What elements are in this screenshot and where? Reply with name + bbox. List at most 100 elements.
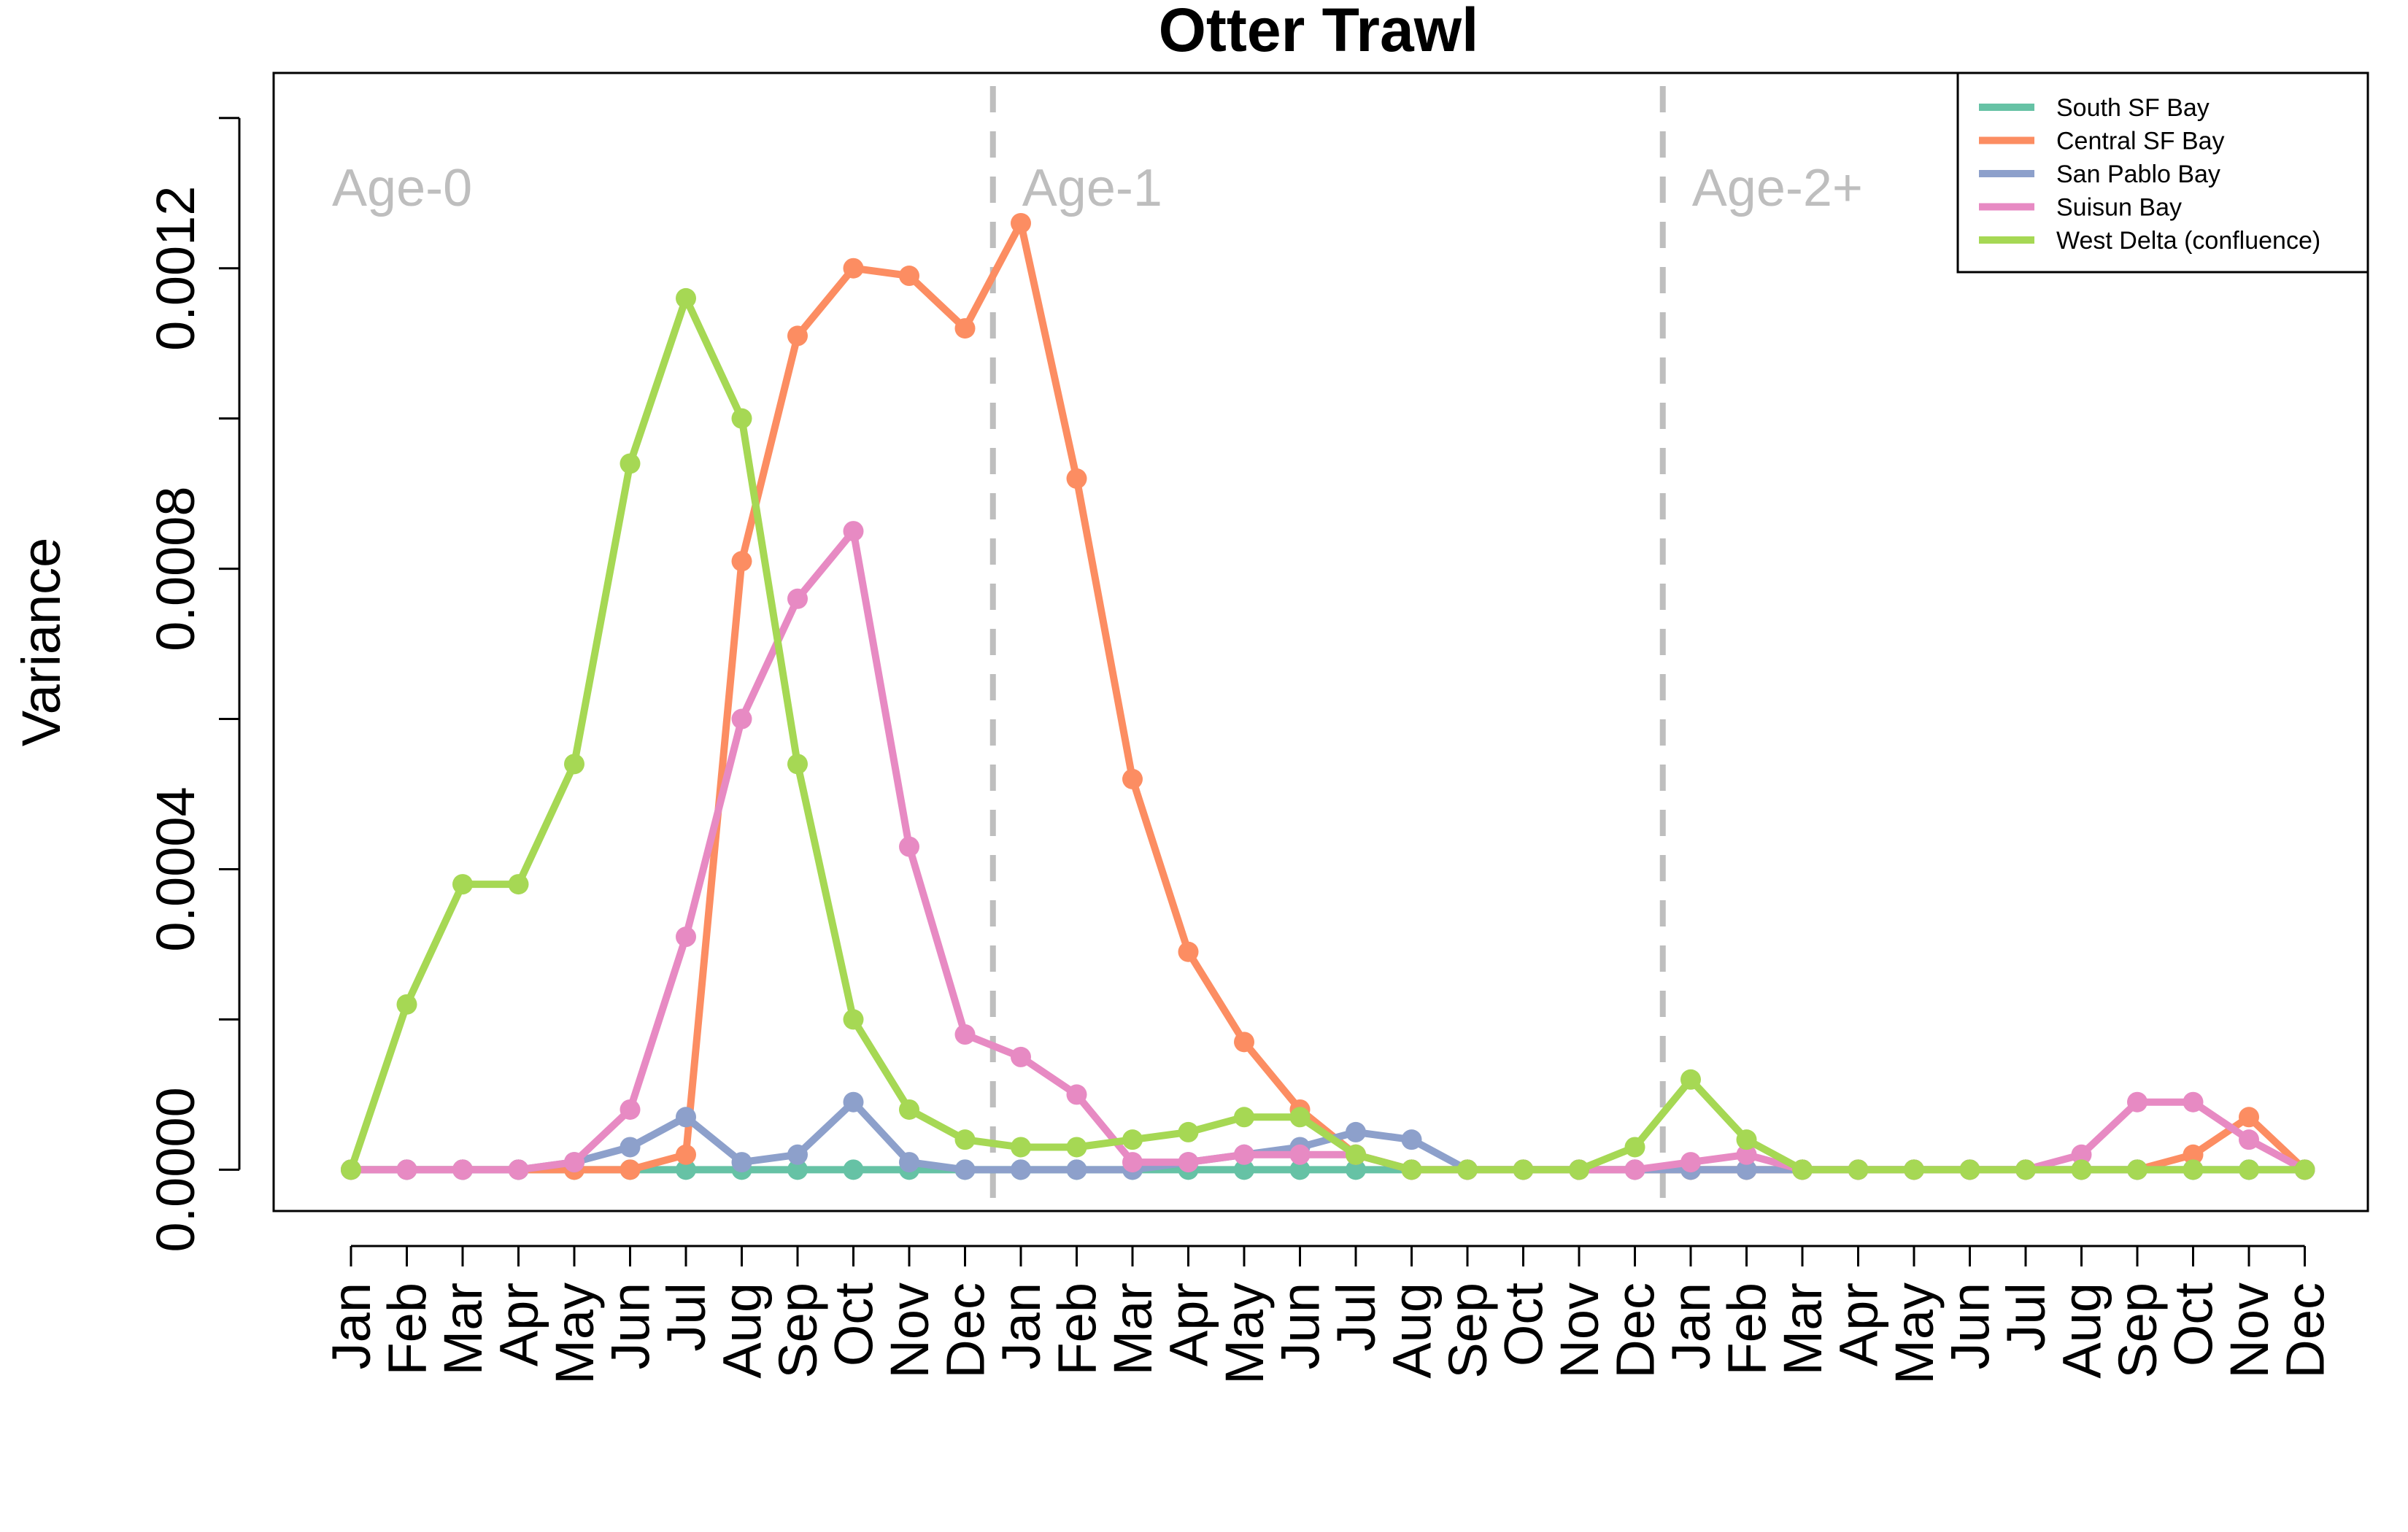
series-3-point-1 — [396, 1159, 417, 1180]
series-3-point-25 — [1736, 1144, 1757, 1165]
series-4-point-32 — [2127, 1159, 2147, 1180]
series-3-point-9 — [843, 521, 864, 542]
series-1-point-33 — [2183, 1144, 2204, 1165]
age-label-1: Age-1 — [1022, 159, 1162, 217]
series-3-point-2 — [452, 1159, 473, 1180]
series-4-point-23 — [1624, 1137, 1645, 1158]
series-3-point-24 — [1680, 1152, 1701, 1173]
series-3-point-8 — [787, 588, 808, 609]
series-0-point-9 — [843, 1159, 864, 1180]
series-3-point-23 — [1624, 1159, 1645, 1180]
x-tick-label-9: Oct — [824, 1283, 884, 1367]
age-label-2: Age-2+ — [1692, 159, 1863, 217]
series-4-point-8 — [787, 754, 808, 775]
series-4-point-28 — [1904, 1159, 1924, 1180]
y-tick-label-3: 0.0012 — [145, 186, 206, 351]
y-axis-title: Variance — [11, 538, 72, 747]
series-2-point-18 — [1346, 1121, 1366, 1142]
age-label-0: Age-0 — [332, 159, 472, 217]
series-4-point-19 — [1401, 1159, 1422, 1180]
legend-label-3: Suisun Bay — [2056, 194, 2182, 222]
series-4-point-18 — [1346, 1144, 1366, 1165]
x-tick-label-14: Mar — [1103, 1283, 1163, 1375]
x-tick-label-13: Feb — [1047, 1283, 1108, 1376]
series-2-point-11 — [954, 1159, 976, 1180]
series-0-point-16 — [1234, 1159, 1254, 1180]
series-3-point-14 — [1122, 1152, 1143, 1173]
x-tick-label-1: Feb — [377, 1283, 438, 1376]
x-tick-label-28: May — [1884, 1283, 1945, 1385]
series-3-point-7 — [731, 708, 752, 730]
x-tick-label-0: Jan — [321, 1283, 382, 1369]
x-tick-label-26: Mar — [1772, 1283, 1833, 1375]
series-3-point-6 — [676, 926, 696, 948]
series-4-point-21 — [1513, 1159, 1534, 1180]
x-tick-label-10: Nov — [879, 1283, 940, 1379]
series-4-point-25 — [1736, 1129, 1757, 1150]
series-2-point-19 — [1401, 1129, 1422, 1150]
series-4-point-27 — [1848, 1159, 1869, 1180]
chart-title: Otter Trawl — [1159, 0, 1479, 64]
x-tick-label-24: Jan — [1661, 1283, 1721, 1369]
series-3-point-31 — [2071, 1144, 2092, 1165]
series-3-point-15 — [1178, 1152, 1199, 1173]
series-2-point-5 — [620, 1137, 641, 1158]
series-4-point-24 — [1680, 1069, 1701, 1090]
series-3-point-12 — [1011, 1046, 1031, 1067]
x-tick-label-29: Jun — [1940, 1283, 2001, 1369]
x-tick-label-7: Aug — [712, 1283, 773, 1379]
series-4-point-22 — [1569, 1159, 1589, 1180]
series-3-point-5 — [620, 1099, 641, 1120]
series-line-3 — [347, 527, 2309, 1174]
x-tick-label-25: Feb — [1717, 1283, 1778, 1376]
series-2-point-25 — [1736, 1159, 1757, 1180]
series-4-point-20 — [1457, 1159, 1478, 1180]
x-tick-label-23: Dec — [1605, 1283, 1666, 1379]
age-labels: Age-0 Age-1 Age-2+ — [332, 159, 1863, 217]
x-tick-label-22: Nov — [1549, 1283, 1610, 1379]
x-tick-label-2: Mar — [433, 1283, 493, 1375]
series-3-point-4 — [564, 1152, 584, 1173]
series-2-point-7 — [731, 1152, 752, 1173]
legend-label-2: San Pablo Bay — [2056, 160, 2220, 188]
series-1-point-15 — [1178, 941, 1199, 962]
plot-frame — [272, 71, 2369, 1212]
y-tick-label-2: 0.0008 — [145, 486, 206, 651]
series-3-point-16 — [1234, 1144, 1254, 1165]
x-tick-label-33: Oct — [2164, 1283, 2224, 1367]
x-tick-label-17: Jun — [1270, 1283, 1331, 1369]
x-tick-label-18: Jul — [1326, 1283, 1386, 1352]
series-4-point-2 — [452, 874, 473, 895]
series-4-point-15 — [1178, 1121, 1199, 1142]
legend-label-4: West Delta (confluence) — [2056, 227, 2320, 255]
series-3-point-17 — [1289, 1144, 1311, 1165]
x-tick-label-19: Aug — [1382, 1283, 1443, 1379]
series-4 — [341, 287, 2315, 1180]
series-4-point-9 — [843, 1009, 864, 1030]
series-0-point-6 — [676, 1159, 696, 1180]
series-4-point-29 — [1959, 1159, 1980, 1180]
series-1-point-11 — [954, 318, 976, 339]
series-4-point-34 — [2239, 1159, 2259, 1180]
series-3-point-11 — [954, 1024, 976, 1045]
series-1-point-5 — [620, 1159, 641, 1180]
series-4-point-35 — [2294, 1159, 2315, 1180]
y-axis: 0.0000 0.0004 0.0008 0.0012 — [145, 117, 241, 1253]
series-4-point-10 — [899, 1099, 919, 1120]
series-1-point-10 — [899, 266, 919, 287]
x-tick-label-16: May — [1214, 1283, 1275, 1385]
series-1-point-12 — [1011, 212, 1031, 233]
x-tick-label-15: Apr — [1159, 1283, 1219, 1366]
y-tick-label-0: 0.0000 — [145, 1087, 206, 1252]
series-0-point-18 — [1346, 1159, 1366, 1180]
series-2-point-6 — [676, 1107, 696, 1128]
series-4-point-3 — [508, 874, 529, 895]
x-tick-label-12: Jan — [991, 1283, 1051, 1369]
legend-label-1: Central SF Bay — [2056, 128, 2225, 155]
series-3-point-33 — [2183, 1091, 2204, 1113]
series-4-point-12 — [1011, 1137, 1031, 1158]
series-4-point-0 — [341, 1159, 361, 1180]
x-tick-label-5: Jun — [601, 1283, 661, 1369]
series-1-point-7 — [731, 551, 752, 572]
x-tick-label-21: Oct — [1494, 1283, 1554, 1367]
